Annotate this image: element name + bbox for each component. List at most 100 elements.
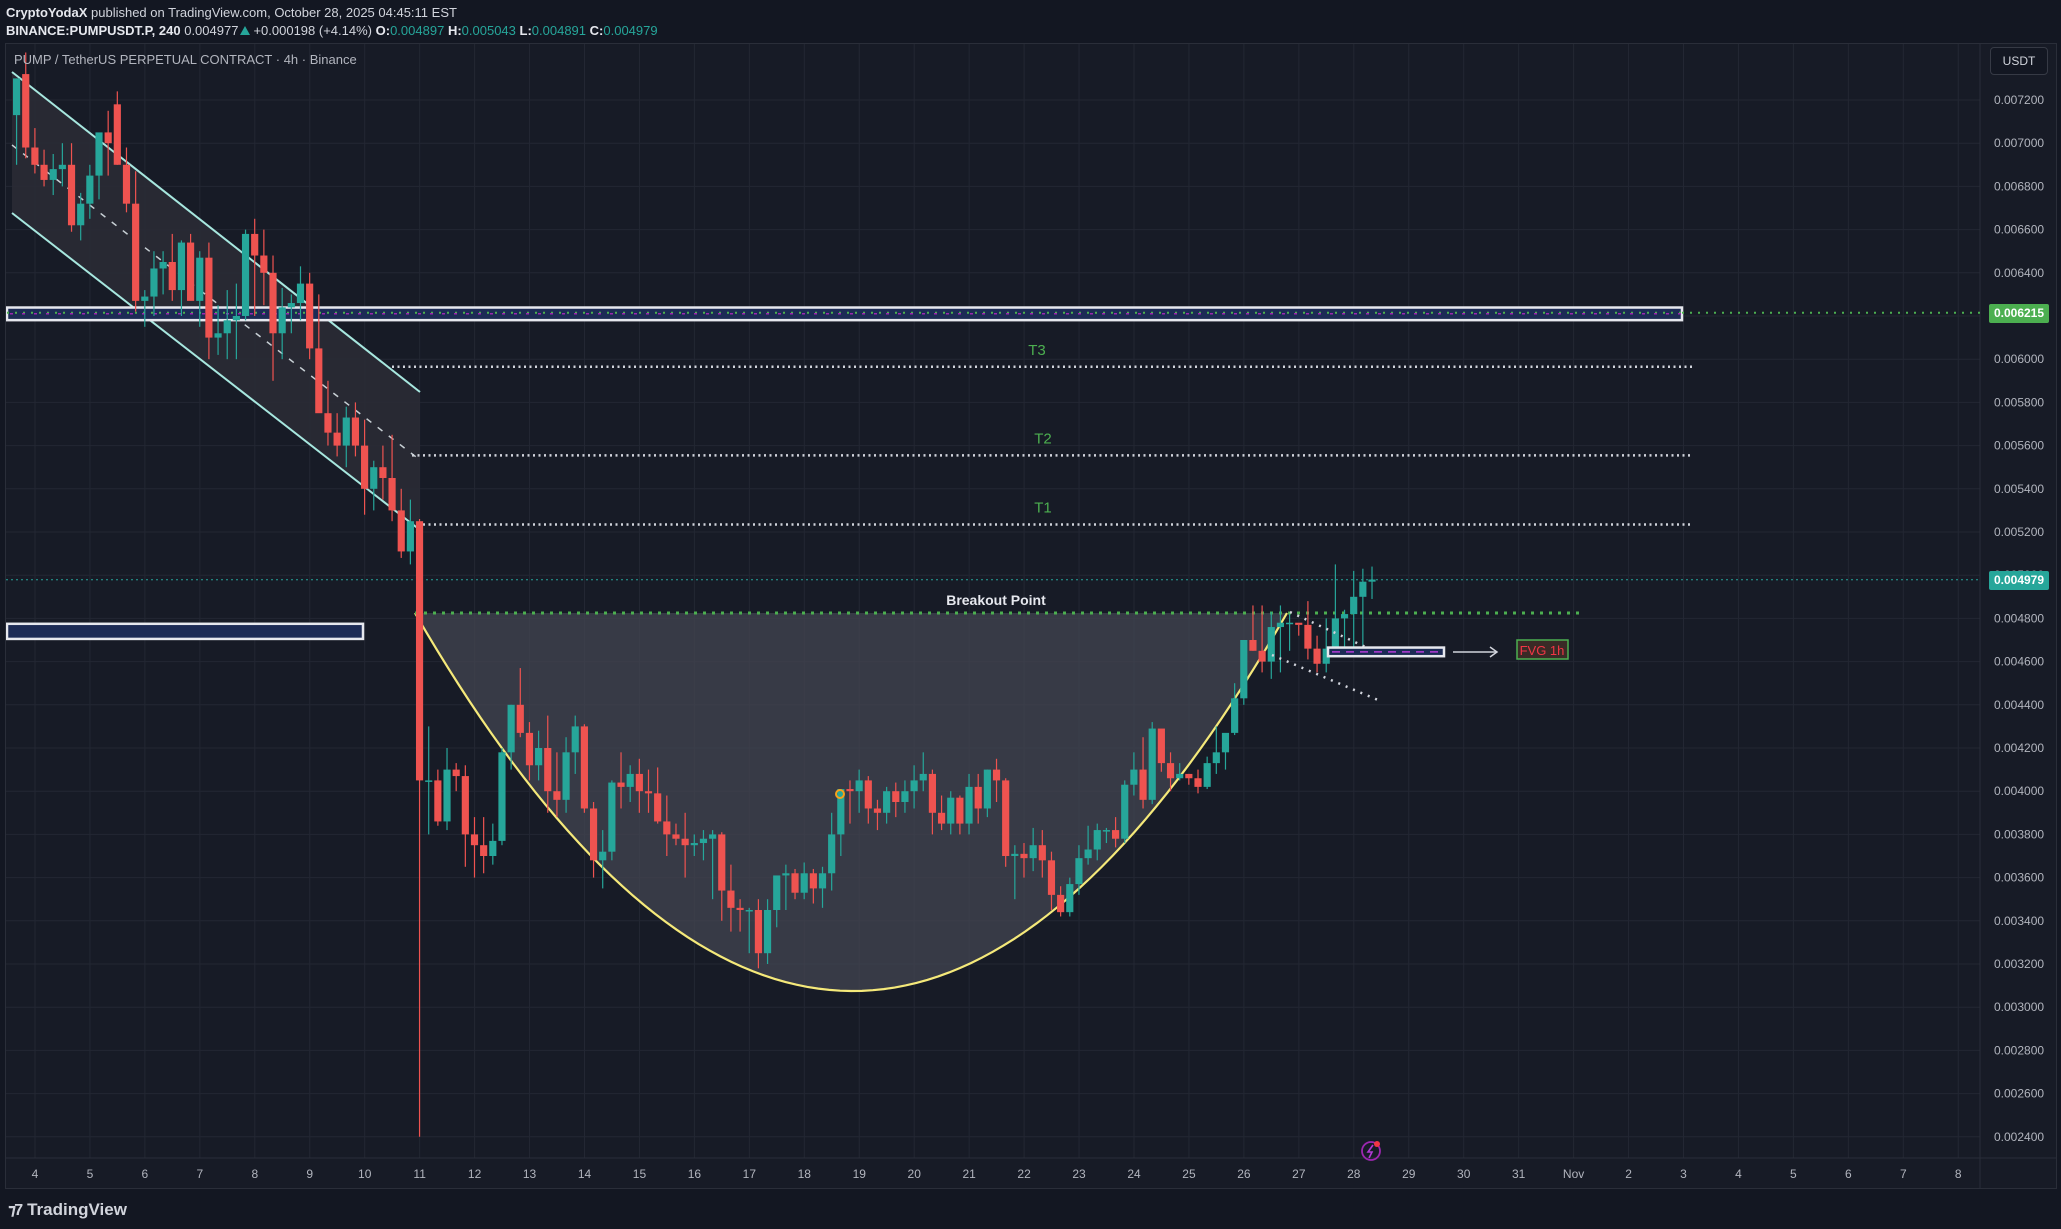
tradingview-logo-icon: ⁊7 (8, 1202, 23, 1219)
up-arrow-icon (240, 26, 251, 35)
svg-text:2: 2 (1625, 1167, 1632, 1181)
svg-text:14: 14 (578, 1167, 592, 1181)
lightning-event-icon[interactable] (1361, 1141, 1381, 1161)
svg-text:0.003600: 0.003600 (1994, 871, 2044, 885)
svg-text:10: 10 (358, 1167, 372, 1181)
footer-brand[interactable]: ⁊7 TradingView (8, 1200, 127, 1220)
svg-text:0.002800: 0.002800 (1994, 1043, 2044, 1057)
publish-line: CryptoYodaX published on TradingView.com… (6, 4, 658, 22)
price-axis[interactable]: 0.007200 0.007000 0.006800 0.006600 0.006400… (1994, 93, 2044, 1144)
svg-text:0.003800: 0.003800 (1994, 827, 2044, 841)
publish-text: published on TradingView.com, October 28… (87, 5, 457, 20)
cup-pattern[interactable] (414, 612, 1288, 993)
svg-text:0.007000: 0.007000 (1994, 136, 2044, 150)
svg-text:7: 7 (197, 1167, 204, 1181)
svg-text:13: 13 (523, 1167, 537, 1181)
price-chart[interactable]: 0.007200 0.007000 0.006800 0.006600 0.006400… (6, 44, 2056, 1188)
target-label-t2: T2 (1034, 430, 1052, 447)
svg-text:18: 18 (798, 1167, 812, 1181)
svg-text:17: 17 (743, 1167, 757, 1181)
svg-text:22: 22 (1017, 1167, 1031, 1181)
svg-text:8: 8 (251, 1167, 258, 1181)
svg-text:15: 15 (633, 1167, 647, 1181)
target-levels[interactable]: T3 T2 T1 (392, 342, 1692, 526)
symbol-label: BINANCE:PUMPUSDT.P, 240 (6, 23, 181, 38)
svg-text:0.005600: 0.005600 (1994, 439, 2044, 453)
svg-text:0.006400: 0.006400 (1994, 266, 2044, 280)
svg-text:26: 26 (1237, 1167, 1251, 1181)
svg-text:25: 25 (1182, 1167, 1196, 1181)
svg-text:0.004000: 0.004000 (1994, 784, 2044, 798)
svg-text:12: 12 (468, 1167, 482, 1181)
close-label: C: (589, 23, 604, 38)
svg-text:9: 9 (306, 1167, 313, 1181)
svg-text:0.005200: 0.005200 (1994, 525, 2044, 539)
svg-text:27: 27 (1292, 1167, 1306, 1181)
svg-text:7: 7 (1900, 1167, 1907, 1181)
svg-text:0.006000: 0.006000 (1994, 352, 2044, 366)
target-label-t1: T1 (1034, 499, 1052, 516)
svg-text:0.002600: 0.002600 (1994, 1087, 2044, 1101)
last-price-tag: 0.004979 (1989, 570, 2049, 590)
author-name[interactable]: CryptoYodaX (6, 5, 88, 20)
low-label: L: (519, 23, 532, 38)
svg-text:0.006800: 0.006800 (1994, 179, 2044, 193)
svg-text:0.002400: 0.002400 (1994, 1130, 2044, 1144)
footer-brand-text: TradingView (27, 1200, 127, 1219)
close-value: 0.004979 (603, 23, 658, 38)
svg-text:0.004800: 0.004800 (1994, 611, 2044, 625)
symbol-line: BINANCE:PUMPUSDT.P, 240 0.004977 +0.00019… (6, 22, 658, 40)
svg-text:24: 24 (1127, 1167, 1141, 1181)
svg-text:0.004600: 0.004600 (1994, 655, 2044, 669)
fvg-label: FVG 1h (1520, 643, 1565, 658)
svg-text:20: 20 (908, 1167, 922, 1181)
price-change: +0.000198 (+4.14%) (253, 23, 372, 38)
svg-text:30: 30 (1457, 1167, 1471, 1181)
svg-text:23: 23 (1072, 1167, 1086, 1181)
svg-text:21: 21 (962, 1167, 976, 1181)
signal-circle-icon (835, 789, 845, 799)
high-value: 0.005043 (461, 23, 516, 38)
support-zone[interactable] (6, 622, 365, 641)
svg-text:0.005400: 0.005400 (1994, 482, 2044, 496)
svg-text:0.004200: 0.004200 (1994, 741, 2044, 755)
svg-text:31: 31 (1512, 1167, 1526, 1181)
svg-text:4: 4 (1735, 1167, 1742, 1181)
svg-text:11: 11 (413, 1167, 426, 1181)
svg-text:28: 28 (1347, 1167, 1361, 1181)
svg-text:0.006600: 0.006600 (1994, 223, 2044, 237)
candles[interactable] (13, 52, 1376, 1137)
high-label: H: (447, 23, 462, 38)
chart-legend: PUMP / TetherUS PERPETUAL CONTRACT · 4h … (14, 52, 357, 67)
currency-button[interactable]: USDT (1990, 47, 2048, 75)
svg-text:19: 19 (853, 1167, 867, 1181)
last-price: 0.004977 (184, 23, 239, 38)
target-label-t3: T3 (1028, 342, 1046, 359)
svg-text:5: 5 (87, 1167, 94, 1181)
svg-text:5: 5 (1790, 1167, 1797, 1181)
svg-text:6: 6 (1845, 1167, 1852, 1181)
svg-text:Nov: Nov (1563, 1167, 1584, 1181)
svg-text:6: 6 (142, 1167, 149, 1181)
svg-text:0.003200: 0.003200 (1994, 957, 2044, 971)
low-value: 0.004891 (531, 23, 587, 38)
open-label: O: (375, 23, 391, 38)
svg-text:8: 8 (1955, 1167, 1962, 1181)
svg-text:4: 4 (32, 1167, 39, 1181)
bull-flag-lines[interactable] (1271, 610, 1386, 702)
svg-text:0.003400: 0.003400 (1994, 914, 2044, 928)
svg-text:0.007200: 0.007200 (1994, 93, 2044, 107)
breakout-point-label: Breakout Point (946, 592, 1046, 608)
svg-text:0.003000: 0.003000 (1994, 1000, 2044, 1014)
resistance-price-tag: 0.006215 (1989, 303, 2049, 323)
svg-text:16: 16 (688, 1167, 702, 1181)
open-value: 0.004897 (390, 23, 445, 38)
svg-text:29: 29 (1402, 1167, 1416, 1181)
fvg-zone[interactable]: FVG 1h (1326, 639, 1569, 660)
descending-channel[interactable] (11, 71, 421, 531)
publish-header: CryptoYodaX published on TradingView.com… (6, 4, 658, 40)
svg-text:3: 3 (1680, 1167, 1687, 1181)
resistance-zone[interactable] (6, 306, 1684, 322)
svg-text:0.004400: 0.004400 (1994, 698, 2044, 712)
time-axis[interactable]: 4 5 6 7 8 9 10 11 12 13 14 15 16 17 18 19 20 21 22 23 24 25 26… (32, 1167, 1962, 1181)
